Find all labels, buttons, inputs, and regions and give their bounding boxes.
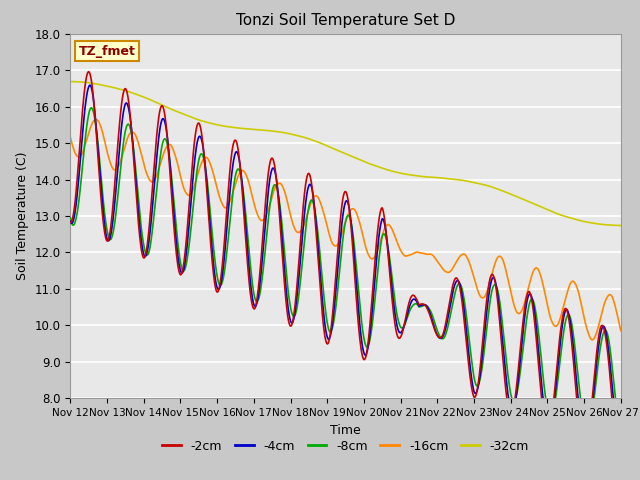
Text: TZ_fmet: TZ_fmet <box>79 45 136 58</box>
Title: Tonzi Soil Temperature Set D: Tonzi Soil Temperature Set D <box>236 13 455 28</box>
Legend: -2cm, -4cm, -8cm, -16cm, -32cm: -2cm, -4cm, -8cm, -16cm, -32cm <box>157 435 534 458</box>
Y-axis label: Soil Temperature (C): Soil Temperature (C) <box>16 152 29 280</box>
X-axis label: Time: Time <box>330 424 361 437</box>
